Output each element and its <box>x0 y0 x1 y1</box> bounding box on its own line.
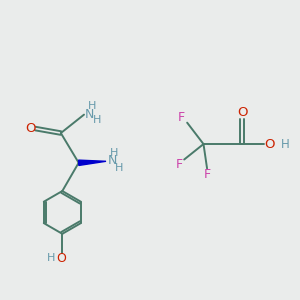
Text: F: F <box>203 169 211 182</box>
Text: O: O <box>264 138 275 151</box>
Text: H: H <box>93 115 102 125</box>
Text: H: H <box>47 254 55 263</box>
Text: F: F <box>175 158 182 171</box>
Polygon shape <box>79 160 106 166</box>
Text: O: O <box>25 122 35 135</box>
Text: O: O <box>56 252 66 265</box>
Text: H: H <box>280 138 289 151</box>
Text: F: F <box>178 111 185 124</box>
Text: O: O <box>237 106 247 119</box>
Text: H: H <box>88 101 97 111</box>
Text: H: H <box>115 163 124 173</box>
Text: N: N <box>85 107 94 121</box>
Text: N: N <box>107 154 117 167</box>
Text: H: H <box>110 148 118 158</box>
